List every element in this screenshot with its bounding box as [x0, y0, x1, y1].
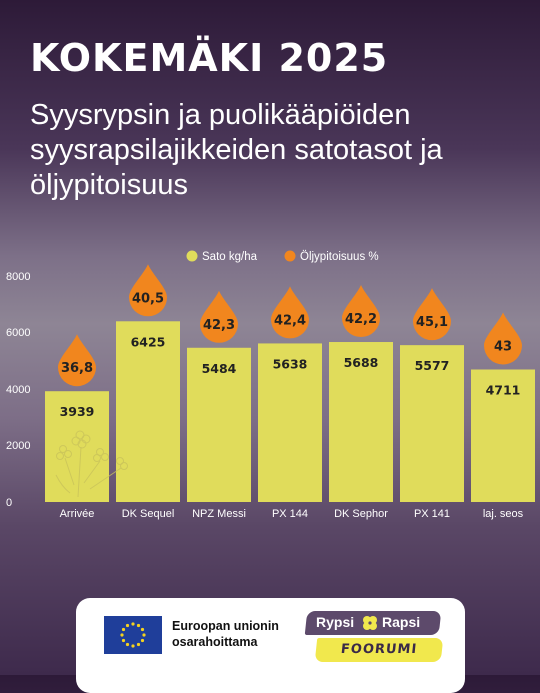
- oil-value-label: 43: [494, 340, 512, 355]
- oil-drop-marker: [413, 288, 451, 341]
- logo-word-foorumi: FOORUMI: [340, 642, 418, 657]
- oil-value-label: 42,2: [345, 312, 377, 327]
- oil-drop-marker: [342, 285, 380, 338]
- clover-icon: [363, 616, 377, 630]
- bar: [187, 347, 251, 502]
- oil-drop-marker: [58, 334, 96, 387]
- bar-value-label: 6425: [131, 334, 166, 349]
- bar-chart: Sato kg/ha Öljypitoisuus % 0 2000 4000 6…: [6, 250, 535, 520]
- footer-panel: Euroopan unionin osarahoittama Rypsi Rap…: [76, 598, 465, 693]
- bar: [471, 369, 535, 502]
- y-axis: 0 2000 4000 6000 8000: [6, 271, 30, 509]
- oil-value-label: 36,8: [61, 361, 93, 376]
- bar-value-label: 4711: [486, 383, 521, 398]
- logo-bottom-band: FOORUMI: [314, 638, 444, 662]
- bar: [329, 342, 393, 502]
- page-title: KOKEMÄKI 2025: [30, 36, 389, 80]
- logo-word-rypsi: Rypsi: [316, 614, 355, 630]
- logo-word-rapsi: Rapsi: [382, 614, 421, 630]
- oil-drop-marker: [271, 286, 309, 339]
- legend-swatch-yield: [186, 250, 198, 262]
- eu-flag-icon: [104, 616, 162, 654]
- x-tick-label: Arrivée: [60, 508, 95, 520]
- x-tick-label: PX 144: [272, 508, 308, 520]
- x-tick-label: DK Sequel: [122, 508, 175, 520]
- x-tick-label: PX 141: [414, 508, 450, 520]
- y-tick-label: 0: [6, 497, 12, 509]
- page-subtitle: Syysrypsin ja puolikääpiöiden syysrapsil…: [30, 99, 443, 201]
- oil-value-label: 42,4: [274, 313, 306, 328]
- y-tick-label: 4000: [6, 384, 30, 396]
- y-tick-label: 8000: [6, 271, 30, 283]
- legend-label-oil: Öljypitoisuus %: [300, 251, 379, 263]
- plot-area: 3939 36,8 Arrivée 6425 40,5 DK Sequel 5484 42,3…: [45, 264, 535, 520]
- rypsi-rapsi-foorumi-logo: Rypsi Rapsi FOORUMI: [304, 611, 446, 667]
- rapeseed-flower-illustration: [55, 430, 128, 498]
- legend-label-yield: Sato kg/ha: [202, 251, 258, 263]
- bar-value-label: 5638: [273, 356, 308, 371]
- bar-value-label: 5688: [344, 355, 379, 370]
- x-tick-label: laj. seos: [483, 508, 524, 520]
- y-tick-label: 6000: [6, 327, 30, 339]
- oil-value-label: 45,1: [416, 315, 448, 330]
- bar: [400, 345, 464, 502]
- y-tick-label: 2000: [6, 440, 30, 452]
- oil-drop-marker: [484, 312, 522, 365]
- bar: [258, 343, 322, 502]
- legend: Sato kg/ha Öljypitoisuus %: [186, 250, 379, 263]
- eu-funding-text: Euroopan unionin osarahoittama: [172, 619, 279, 649]
- oil-value-label: 40,5: [132, 291, 164, 306]
- oil-drop-marker: [129, 264, 167, 317]
- x-tick-label: DK Sephor: [334, 508, 388, 520]
- bar-value-label: 5577: [415, 358, 450, 373]
- oil-value-label: 42,3: [203, 318, 235, 333]
- legend-swatch-oil: [284, 250, 296, 262]
- bar-value-label: 3939: [60, 404, 95, 419]
- x-tick-label: NPZ Messi: [192, 508, 246, 520]
- bar-value-label: 5484: [202, 361, 237, 376]
- eu-stars-icon: [120, 622, 146, 648]
- bar: [116, 321, 180, 502]
- oil-drop-marker: [200, 290, 238, 343]
